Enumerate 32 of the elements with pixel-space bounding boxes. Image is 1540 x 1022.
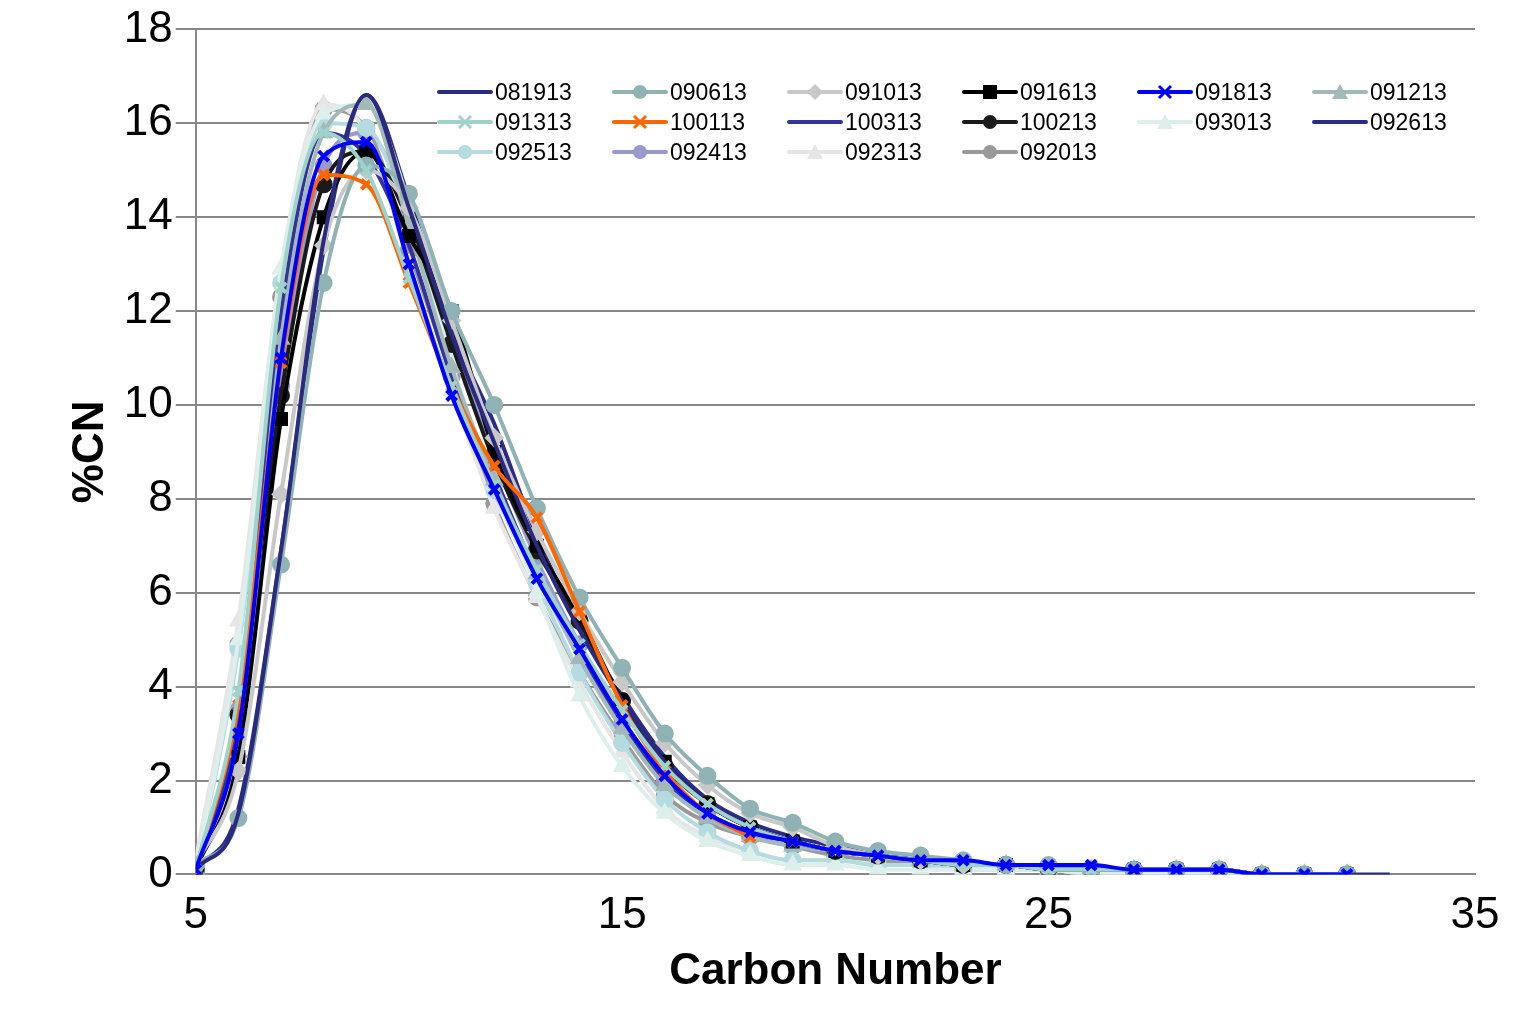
y-axis-title: %CN (62, 400, 112, 504)
legend-label: 100213 (1020, 108, 1097, 136)
y-tick-label: 14 (123, 189, 173, 239)
legend-label: 092513 (495, 138, 572, 166)
y-tick-label: 0 (148, 846, 173, 896)
legend-label: 092613 (1370, 108, 1447, 136)
y-tick-label: 4 (148, 658, 173, 708)
legend-label: 091813 (1195, 78, 1272, 106)
legend-label: 091213 (1370, 78, 1447, 106)
x-tick-label: 25 (1024, 887, 1074, 937)
x-tick-label: 5 (183, 887, 208, 937)
x-tick-label: 15 (597, 887, 647, 937)
y-tick-label: 12 (123, 283, 173, 333)
y-tick-label: 2 (148, 752, 173, 802)
legend-label: 090613 (670, 78, 747, 106)
legend-label: 093013 (1195, 108, 1272, 136)
legend-label: 092013 (1020, 138, 1097, 166)
y-tick-label: 6 (148, 564, 173, 614)
x-tick-label: 35 (1450, 887, 1500, 937)
legend-label: 091013 (845, 78, 922, 106)
legend-label: 100113 (670, 108, 746, 136)
legend-label: 091313 (495, 108, 572, 136)
y-tick-label: 16 (123, 95, 173, 145)
legend-label: 092313 (845, 138, 922, 166)
legend-label: 092413 (670, 138, 747, 166)
legend-label: 091613 (1020, 78, 1097, 106)
x-axis-title: Carbon Number (669, 943, 1002, 993)
legend-label: 081913 (495, 78, 572, 106)
y-tick-label: 18 (123, 1, 173, 51)
legend-label: 100313 (845, 108, 922, 136)
y-tick-label: 10 (123, 377, 173, 427)
y-tick-label: 8 (148, 470, 173, 520)
